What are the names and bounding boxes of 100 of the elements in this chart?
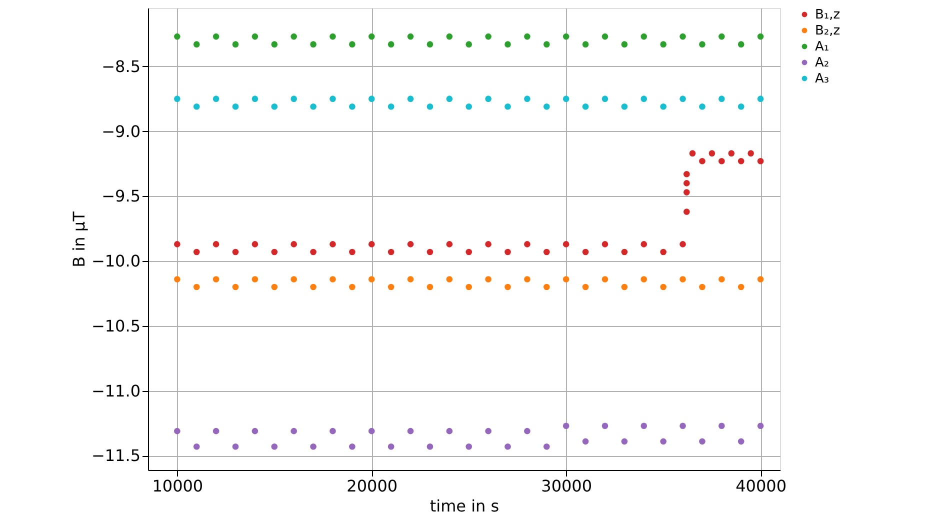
point xyxy=(543,284,550,290)
point xyxy=(407,276,414,282)
point xyxy=(310,103,316,110)
legend-label: B₂,z xyxy=(815,24,840,38)
point xyxy=(466,103,472,110)
point xyxy=(602,276,608,282)
point xyxy=(271,443,278,450)
point xyxy=(582,248,589,256)
point xyxy=(446,96,453,102)
point xyxy=(699,284,706,290)
point xyxy=(640,96,648,102)
point xyxy=(271,103,278,110)
y-tick-label: −10.0 xyxy=(91,252,140,271)
point xyxy=(368,241,375,248)
point xyxy=(757,276,764,282)
point xyxy=(232,103,239,110)
point xyxy=(660,103,666,110)
point xyxy=(485,33,492,40)
point xyxy=(504,248,511,256)
point xyxy=(699,103,706,110)
point xyxy=(640,241,648,248)
point xyxy=(446,33,453,40)
point xyxy=(252,241,258,248)
x-tick-label: 30000 xyxy=(541,476,592,496)
point xyxy=(640,276,648,282)
point xyxy=(446,428,453,434)
point xyxy=(621,284,628,290)
point xyxy=(174,276,180,282)
point xyxy=(232,443,239,450)
point xyxy=(562,422,570,430)
point xyxy=(689,150,696,157)
point xyxy=(562,276,570,282)
point xyxy=(562,241,570,248)
point xyxy=(466,248,472,256)
point xyxy=(212,241,220,248)
point xyxy=(683,170,690,178)
point xyxy=(407,33,414,40)
point xyxy=(728,150,735,157)
point xyxy=(718,33,725,40)
point xyxy=(271,284,278,290)
point xyxy=(426,41,434,48)
point xyxy=(212,276,220,282)
point xyxy=(602,96,608,102)
point xyxy=(290,33,298,40)
point xyxy=(485,96,492,102)
point xyxy=(368,33,375,40)
point xyxy=(718,158,725,164)
point xyxy=(212,33,220,40)
y-tick-label: −10.5 xyxy=(91,316,140,336)
point xyxy=(621,41,628,48)
point xyxy=(349,443,356,450)
point xyxy=(621,103,628,110)
point xyxy=(368,276,375,282)
point xyxy=(485,428,492,434)
point xyxy=(680,33,686,40)
point xyxy=(426,284,434,290)
point xyxy=(368,96,375,102)
legend-label: A₃ xyxy=(815,72,830,86)
point xyxy=(232,41,239,48)
point xyxy=(738,284,744,290)
x-axis-title: time in s xyxy=(430,496,500,516)
point xyxy=(718,276,725,282)
point xyxy=(271,41,278,48)
point xyxy=(310,284,316,290)
y-tick-label: −11.5 xyxy=(91,446,140,466)
point xyxy=(466,41,472,48)
point xyxy=(582,438,589,445)
point xyxy=(699,158,706,164)
point xyxy=(660,41,666,48)
point xyxy=(660,438,666,445)
point xyxy=(174,241,180,248)
point xyxy=(407,428,414,434)
point xyxy=(271,248,278,256)
point xyxy=(212,428,220,434)
point xyxy=(757,158,764,164)
point xyxy=(426,443,434,450)
point xyxy=(504,103,511,110)
x-tick-label: 10000 xyxy=(152,476,204,496)
point xyxy=(446,241,453,248)
point xyxy=(738,41,744,48)
point xyxy=(683,189,690,196)
point xyxy=(738,158,744,164)
point xyxy=(543,443,550,450)
point xyxy=(680,96,686,102)
point xyxy=(232,248,239,256)
point xyxy=(466,284,472,290)
point xyxy=(524,33,530,40)
point xyxy=(699,41,706,48)
point xyxy=(290,276,298,282)
point xyxy=(330,96,336,102)
point xyxy=(290,241,298,248)
point xyxy=(718,96,725,102)
point xyxy=(738,438,744,445)
point xyxy=(708,150,716,157)
point xyxy=(349,41,356,48)
point xyxy=(349,103,356,110)
legend-label: A₂ xyxy=(815,56,830,70)
point xyxy=(290,96,298,102)
point xyxy=(232,284,239,290)
point xyxy=(680,422,686,430)
